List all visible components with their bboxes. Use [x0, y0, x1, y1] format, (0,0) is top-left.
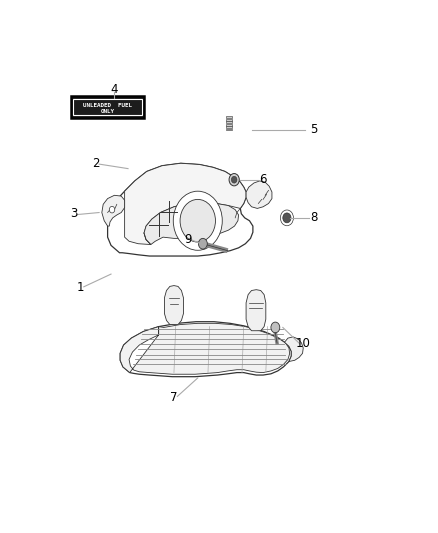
Circle shape: [180, 199, 215, 242]
Circle shape: [282, 213, 290, 223]
Text: 6: 6: [258, 173, 265, 186]
Polygon shape: [120, 324, 289, 374]
Text: ONLY: ONLY: [100, 109, 114, 114]
FancyBboxPatch shape: [71, 96, 144, 118]
Circle shape: [198, 238, 207, 249]
Circle shape: [270, 322, 279, 333]
Circle shape: [109, 206, 114, 213]
Text: 3: 3: [70, 207, 77, 220]
Text: 8: 8: [309, 212, 316, 224]
Polygon shape: [246, 181, 271, 208]
Circle shape: [229, 174, 239, 186]
Polygon shape: [124, 163, 246, 245]
Text: 7: 7: [170, 391, 177, 403]
Bar: [226, 129, 232, 131]
Circle shape: [231, 176, 237, 183]
Text: 2: 2: [92, 157, 99, 170]
Polygon shape: [120, 322, 291, 377]
Circle shape: [173, 191, 222, 251]
Text: UNLEADED  FUEL: UNLEADED FUEL: [83, 103, 132, 108]
Text: 10: 10: [295, 337, 310, 350]
Text: 9: 9: [184, 233, 191, 246]
Text: 4: 4: [110, 83, 118, 96]
Polygon shape: [164, 286, 183, 325]
Polygon shape: [284, 337, 303, 361]
Text: 5: 5: [309, 123, 316, 136]
Bar: [226, 124, 232, 126]
Text: 1: 1: [77, 281, 84, 294]
Polygon shape: [246, 290, 265, 330]
Polygon shape: [107, 163, 252, 256]
Polygon shape: [102, 195, 124, 226]
Bar: [226, 117, 232, 118]
Bar: [226, 119, 232, 120]
Bar: [226, 126, 232, 128]
Bar: [226, 122, 232, 123]
Polygon shape: [144, 202, 238, 245]
